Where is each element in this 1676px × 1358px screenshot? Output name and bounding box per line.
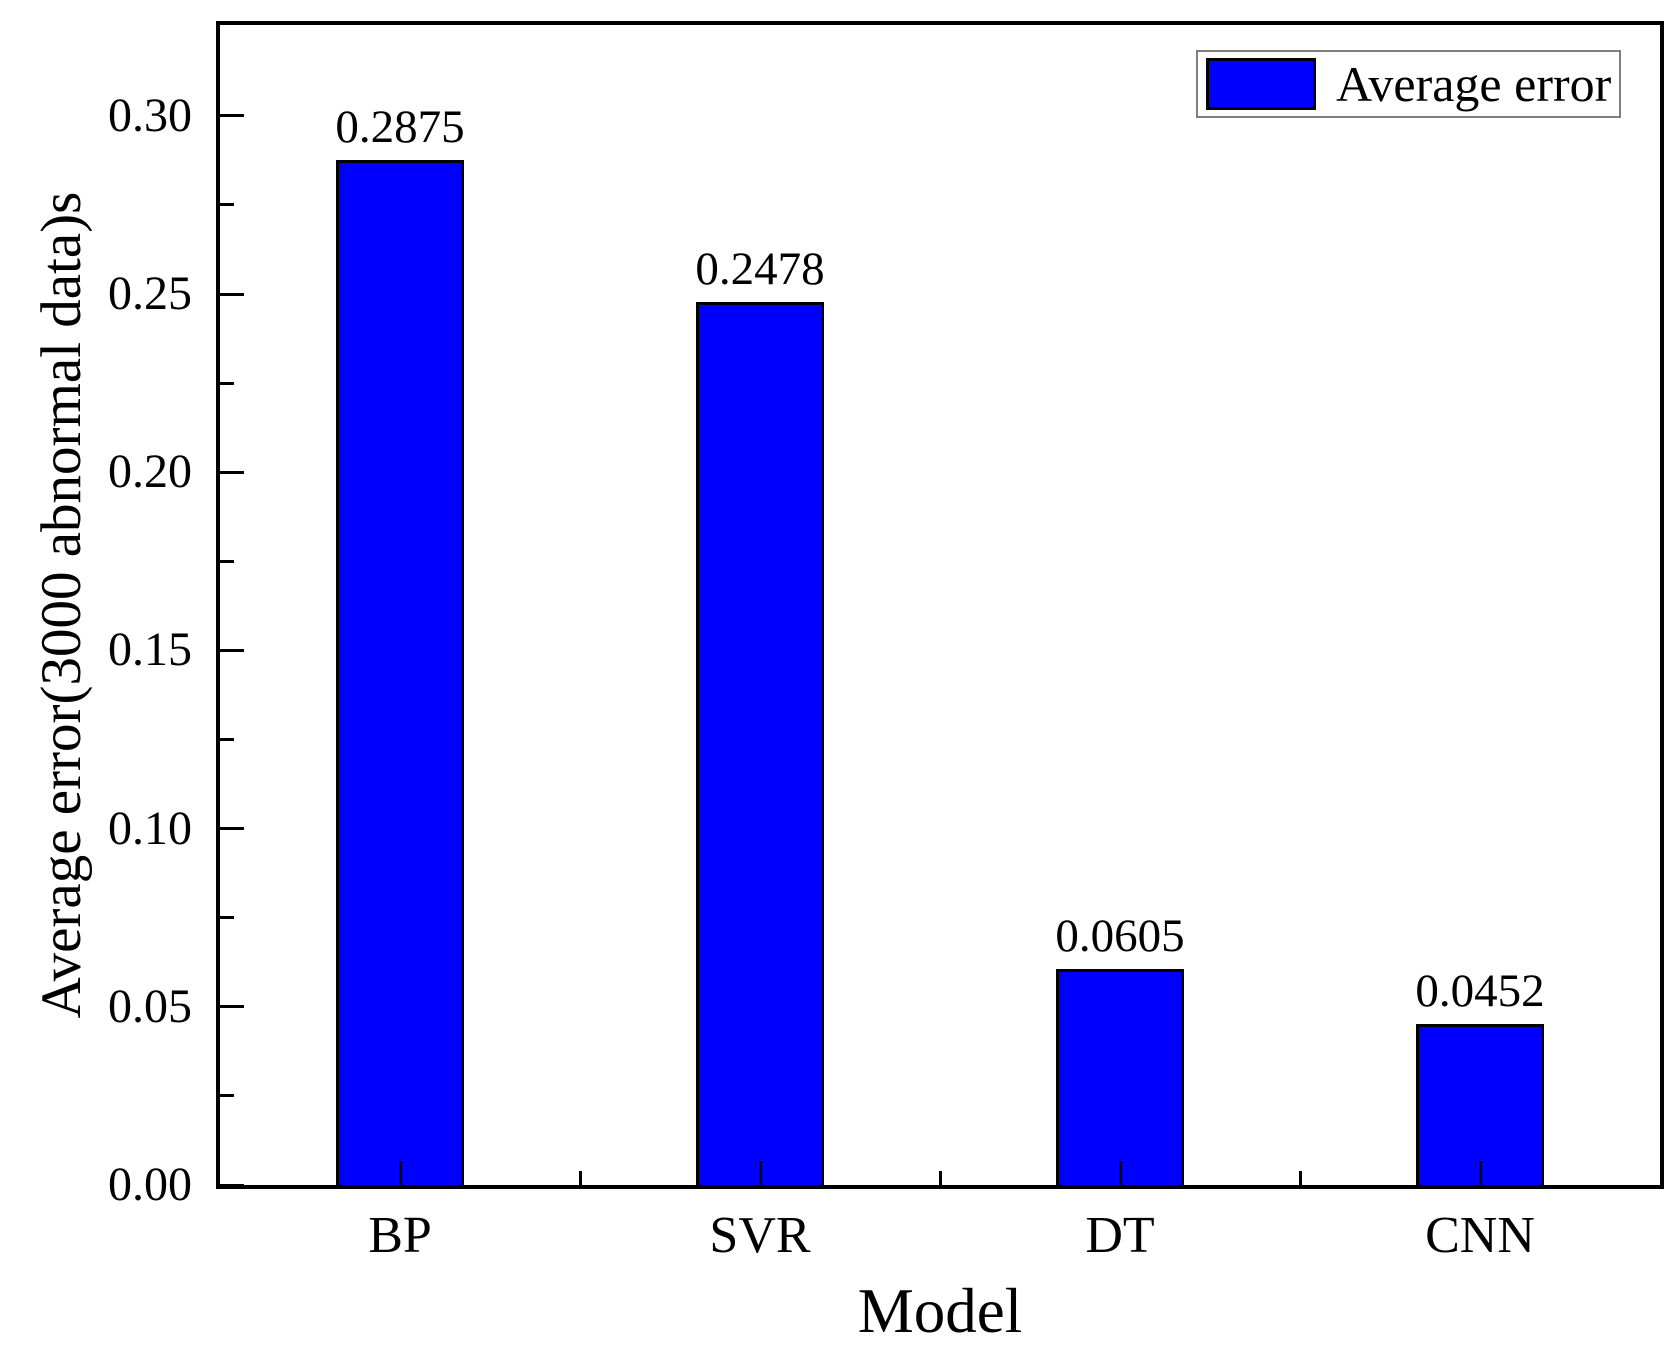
bar-value-label: 0.2875 [335,101,465,154]
y-major-tick [220,470,244,474]
x-minor-tick [1298,1171,1302,1185]
y-tick-label: 0.25 [108,267,192,321]
bar-dt [1056,969,1184,1185]
y-major-tick [220,292,244,296]
y-major-tick [220,648,244,652]
plot-frame [216,21,1664,1189]
y-tick-label: 0.10 [108,801,192,855]
y-minor-tick [220,381,234,385]
x-major-tick [1478,1161,1482,1185]
bar-cnn [1416,1023,1544,1185]
y-tick-label: 0.20 [108,445,192,499]
y-minor-tick [220,559,234,563]
x-major-tick [1118,1161,1122,1185]
y-tick-label: 0.05 [108,979,192,1033]
bar-svr [696,301,824,1185]
legend-label: Average error [1336,56,1612,112]
y-minor-tick [220,1094,234,1098]
y-tick-label: 0.30 [108,88,192,142]
y-axis-title: Average error(3000 abnormal data)s [30,191,93,1019]
legend: Average error [1196,50,1622,118]
legend-swatch [1206,58,1316,110]
y-tick-label: 0.00 [108,1158,192,1211]
bar-value-label: 0.0605 [1055,910,1185,963]
x-tick-label-svr: SVR [709,1207,811,1264]
x-major-tick [398,1161,402,1185]
y-major-tick [220,1183,244,1187]
x-tick-label-bp: BP [368,1207,432,1264]
x-minor-tick [938,1171,942,1185]
x-axis-title: Model [857,1276,1023,1346]
y-major-tick [220,827,244,831]
y-major-tick [220,114,244,118]
y-minor-tick [220,738,234,742]
y-minor-tick [220,916,234,920]
x-minor-tick [578,1171,582,1185]
y-major-tick [220,1005,244,1009]
x-tick-label-dt: DT [1085,1207,1155,1264]
bar-value-label: 0.0452 [1415,964,1545,1017]
y-minor-tick [220,203,234,207]
bar-bp [336,160,464,1185]
x-tick-label-cnn: CNN [1425,1207,1535,1264]
y-tick-label: 0.15 [108,623,192,677]
x-major-tick [758,1161,762,1185]
bar-value-label: 0.2478 [695,242,825,295]
plot-area: 0.2875 0.2478 0.0605 0.0452 [220,25,1660,1187]
